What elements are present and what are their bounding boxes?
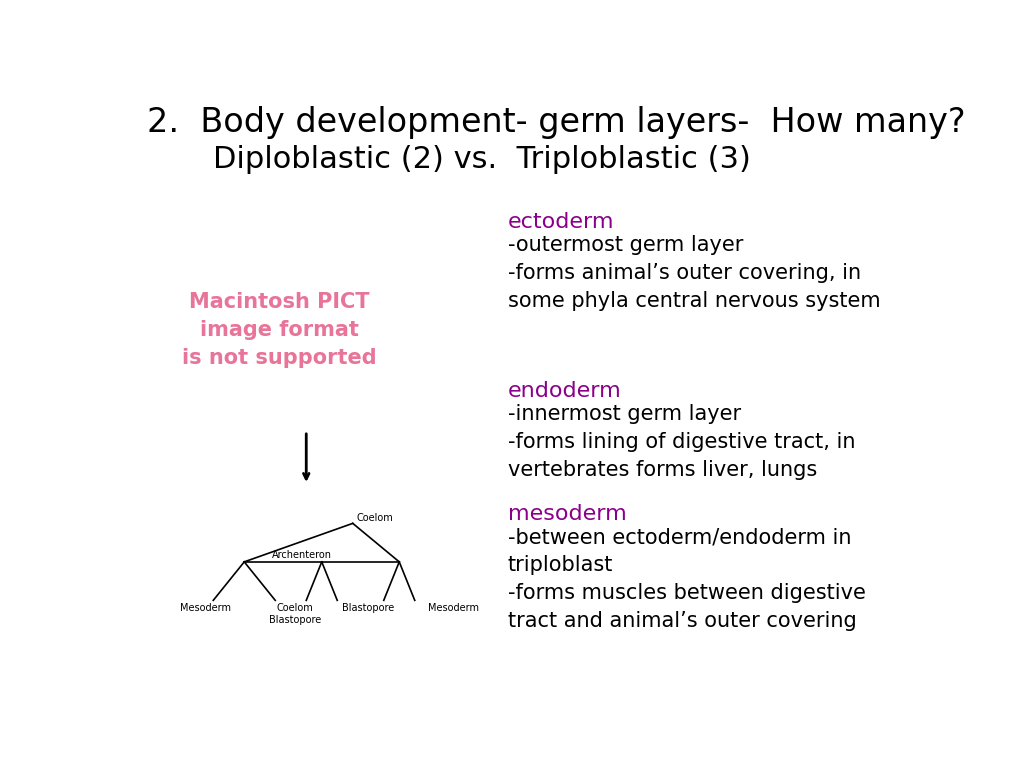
Text: Coelom: Coelom: [356, 513, 393, 523]
Text: Blastopore: Blastopore: [342, 604, 394, 614]
Text: Coelom
Blastopore: Coelom Blastopore: [268, 604, 321, 625]
Text: mesoderm: mesoderm: [508, 504, 627, 524]
Text: -outermost germ layer
-forms animal’s outer covering, in
some phyla central nerv: -outermost germ layer -forms animal’s ou…: [508, 234, 881, 310]
Text: -innermost germ layer
-forms lining of digestive tract, in
vertebrates forms liv: -innermost germ layer -forms lining of d…: [508, 404, 855, 480]
Text: endoderm: endoderm: [508, 381, 622, 401]
Text: 2.  Body development- germ layers-  How many?: 2. Body development- germ layers- How ma…: [147, 106, 966, 139]
Text: Macintosh PICT
image format
is not supported: Macintosh PICT image format is not suppo…: [182, 293, 377, 369]
Text: Mesoderm: Mesoderm: [180, 604, 231, 614]
Text: Archenteron: Archenteron: [272, 550, 333, 560]
Text: Mesoderm: Mesoderm: [428, 604, 479, 614]
Text: Diploblastic (2) vs.  Triploblastic (3): Diploblastic (2) vs. Triploblastic (3): [213, 144, 752, 174]
Text: ectoderm: ectoderm: [508, 211, 614, 231]
Text: -between ectoderm/endoderm in
triploblast
-forms muscles between digestive
tract: -between ectoderm/endoderm in triploblas…: [508, 527, 865, 631]
